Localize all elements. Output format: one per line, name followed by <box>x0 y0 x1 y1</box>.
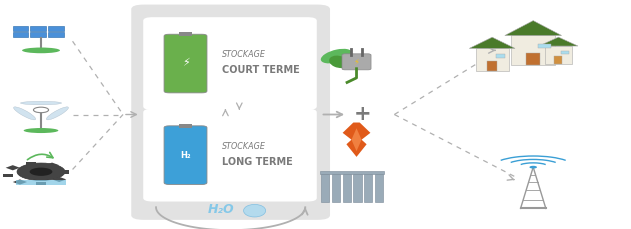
Bar <box>320 171 384 174</box>
Text: ⚡: ⚡ <box>182 59 189 68</box>
Ellipse shape <box>244 204 266 217</box>
Text: LONG TERME: LONG TERME <box>222 157 293 167</box>
Ellipse shape <box>24 128 58 133</box>
FancyBboxPatch shape <box>143 109 317 202</box>
Circle shape <box>30 168 52 176</box>
Bar <box>321 174 329 202</box>
Bar <box>3 174 13 177</box>
Ellipse shape <box>14 107 36 120</box>
Bar <box>13 179 27 185</box>
Bar <box>364 174 372 202</box>
Bar <box>36 182 46 185</box>
Bar <box>526 53 540 65</box>
Ellipse shape <box>329 56 349 68</box>
Bar <box>554 56 562 64</box>
FancyBboxPatch shape <box>131 5 330 220</box>
Bar <box>16 180 66 185</box>
Bar <box>562 51 569 54</box>
Ellipse shape <box>321 49 352 63</box>
Polygon shape <box>539 37 578 46</box>
Bar <box>511 35 555 65</box>
Bar <box>179 32 192 36</box>
Bar <box>375 174 383 202</box>
Circle shape <box>17 163 65 180</box>
Ellipse shape <box>22 48 60 53</box>
FancyBboxPatch shape <box>143 17 317 110</box>
Text: +: + <box>354 104 372 125</box>
Text: STOCKAGE: STOCKAGE <box>222 142 266 151</box>
Bar <box>30 32 46 37</box>
Bar <box>332 174 340 202</box>
Bar <box>59 170 69 174</box>
Bar <box>343 174 351 202</box>
Ellipse shape <box>46 107 68 120</box>
Polygon shape <box>505 21 562 35</box>
FancyBboxPatch shape <box>164 34 207 93</box>
Polygon shape <box>343 123 370 157</box>
Text: STOCKAGE: STOCKAGE <box>222 50 266 60</box>
Text: H₂O: H₂O <box>208 203 235 216</box>
FancyBboxPatch shape <box>164 126 207 185</box>
Bar <box>13 32 28 37</box>
Bar <box>487 61 497 71</box>
Text: H₂: H₂ <box>180 151 191 160</box>
Ellipse shape <box>20 101 62 105</box>
Bar <box>45 163 59 168</box>
Bar <box>538 44 551 48</box>
Bar <box>6 165 20 170</box>
Bar <box>179 124 192 128</box>
Circle shape <box>529 166 537 169</box>
Bar <box>48 26 64 31</box>
Bar <box>545 46 572 64</box>
Bar <box>13 26 28 31</box>
Polygon shape <box>351 128 362 151</box>
Bar <box>26 162 36 165</box>
Bar <box>496 55 505 58</box>
Text: ⚡: ⚡ <box>353 57 360 66</box>
Polygon shape <box>469 37 515 48</box>
FancyBboxPatch shape <box>342 54 371 70</box>
Bar <box>353 174 362 202</box>
Bar <box>476 48 509 71</box>
Bar <box>48 32 64 37</box>
Circle shape <box>33 107 49 113</box>
Bar <box>52 177 66 182</box>
Bar <box>30 26 46 31</box>
Text: COURT TERME: COURT TERME <box>222 65 300 75</box>
